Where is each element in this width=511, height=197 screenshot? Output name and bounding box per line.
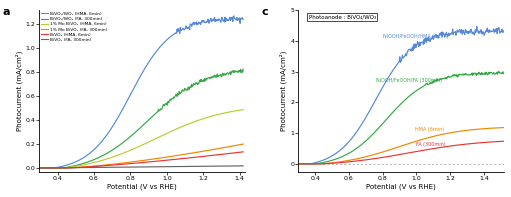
BiVO₄ (HMA, 6min) [58,167,64,169]
BiVO₄ (FA, 300min) [115,166,121,168]
Text: FA (300min): FA (300min) [416,142,446,147]
Y-axis label: Photocurrent (mA/cm²): Photocurrent (mA/cm²) [15,51,22,131]
BiVO₄ (HMA, 6min) [182,157,189,160]
1% Mo BiVO₄ (HMA, 6min) [163,132,169,135]
BiVO₄/WO₃ (FA, 300min) [100,154,106,156]
X-axis label: Potential (V vs RHE): Potential (V vs RHE) [366,184,436,190]
Line: 1% Mo BiVO₄ (HMA, 6min): 1% Mo BiVO₄ (HMA, 6min) [36,110,243,168]
BiVO₄/WO₃ (HMA, 6min) [163,39,169,42]
BiVO₄/WO₃ (HMA, 6min) [115,117,121,119]
Text: HMA (6min): HMA (6min) [415,127,444,132]
BiVO₄/WO₃ (HMA, 6min) [33,167,39,169]
BiVO₄/WO₃ (FA, 300min) [115,145,121,148]
BiVO₄ (HMA, 6min) [240,151,246,153]
Text: NiOOH/FeOOH/FA (300min): NiOOH/FeOOH/FA (300min) [376,78,442,83]
Line: 1% Mo BiVO₄ (FA, 300min): 1% Mo BiVO₄ (FA, 300min) [36,144,243,168]
BiVO₄/WO₃ (HMA, 6min) [231,15,237,17]
1% Mo BiVO₄ (HMA, 6min) [100,159,106,161]
1% Mo BiVO₄ (HMA, 6min) [58,167,64,169]
1% Mo BiVO₄ (HMA, 6min) [182,124,189,126]
1% Mo BiVO₄ (FA, 300min) [115,163,121,165]
1% Mo BiVO₄ (FA, 300min) [33,167,39,169]
BiVO₄/WO₃ (FA, 300min) [240,68,246,70]
1% Mo BiVO₄ (HMA, 6min) [240,108,246,111]
Line: BiVO₄ (HMA, 6min): BiVO₄ (HMA, 6min) [36,152,243,168]
1% Mo BiVO₄ (HMA, 6min) [115,154,121,156]
BiVO₄ (HMA, 6min) [33,167,39,169]
Line: BiVO₄ (FA, 300min): BiVO₄ (FA, 300min) [36,166,243,168]
BiVO₄ (HMA, 6min) [163,159,169,162]
BiVO₄/WO₃ (FA, 300min) [182,88,189,91]
1% Mo BiVO₄ (HMA, 6min) [33,167,39,169]
BiVO₄/WO₃ (FA, 300min) [58,167,64,169]
Text: Photoanode : BiVO₄/WO₃: Photoanode : BiVO₄/WO₃ [309,15,376,20]
BiVO₄ (FA, 300min) [183,165,190,168]
BiVO₄ (FA, 300min) [100,166,106,168]
BiVO₄ (FA, 300min) [182,165,189,168]
Text: NiOOH/FeOOH/HMA (6min): NiOOH/FeOOH/HMA (6min) [383,34,448,39]
BiVO₄/WO₃ (FA, 300min) [183,89,190,91]
BiVO₄/WO₃ (FA, 300min) [163,103,169,105]
BiVO₄ (HMA, 6min) [115,164,121,166]
BiVO₄/WO₃ (HMA, 6min) [100,138,106,141]
BiVO₄ (HMA, 6min) [183,157,190,159]
BiVO₄ (FA, 300min) [163,165,169,168]
BiVO₄ (HMA, 6min) [100,165,106,167]
1% Mo BiVO₄ (FA, 300min) [183,153,190,155]
Legend: BiVO₄/WO₃ (HMA, 6min), BiVO₄/WO₃ (FA, 300min), 1% Mo BiVO₄ (HMA, 6min), 1% Mo Bi: BiVO₄/WO₃ (HMA, 6min), BiVO₄/WO₃ (FA, 30… [41,11,107,42]
1% Mo BiVO₄ (HMA, 6min) [183,124,190,126]
BiVO₄/WO₃ (HMA, 6min) [183,27,190,29]
BiVO₄ (FA, 300min) [58,167,64,169]
BiVO₄/WO₃ (HMA, 6min) [58,165,64,168]
BiVO₄/WO₃ (HMA, 6min) [182,27,189,30]
Text: a: a [3,7,10,17]
BiVO₄ (FA, 300min) [240,165,246,167]
1% Mo BiVO₄ (FA, 300min) [100,164,106,166]
1% Mo BiVO₄ (FA, 300min) [58,167,64,169]
Line: BiVO₄/WO₃ (FA, 300min): BiVO₄/WO₃ (FA, 300min) [36,69,243,168]
BiVO₄/WO₃ (HMA, 6min) [240,18,246,21]
1% Mo BiVO₄ (FA, 300min) [182,153,189,155]
BiVO₄/WO₃ (FA, 300min) [33,167,39,169]
Line: BiVO₄/WO₃ (HMA, 6min): BiVO₄/WO₃ (HMA, 6min) [36,16,243,168]
1% Mo BiVO₄ (FA, 300min) [240,143,246,145]
X-axis label: Potential (V vs RHE): Potential (V vs RHE) [107,184,177,190]
1% Mo BiVO₄ (FA, 300min) [163,156,169,158]
Y-axis label: Photocurrent (mA/cm²): Photocurrent (mA/cm²) [280,51,288,131]
BiVO₄ (FA, 300min) [33,167,39,169]
Text: c: c [262,7,268,17]
